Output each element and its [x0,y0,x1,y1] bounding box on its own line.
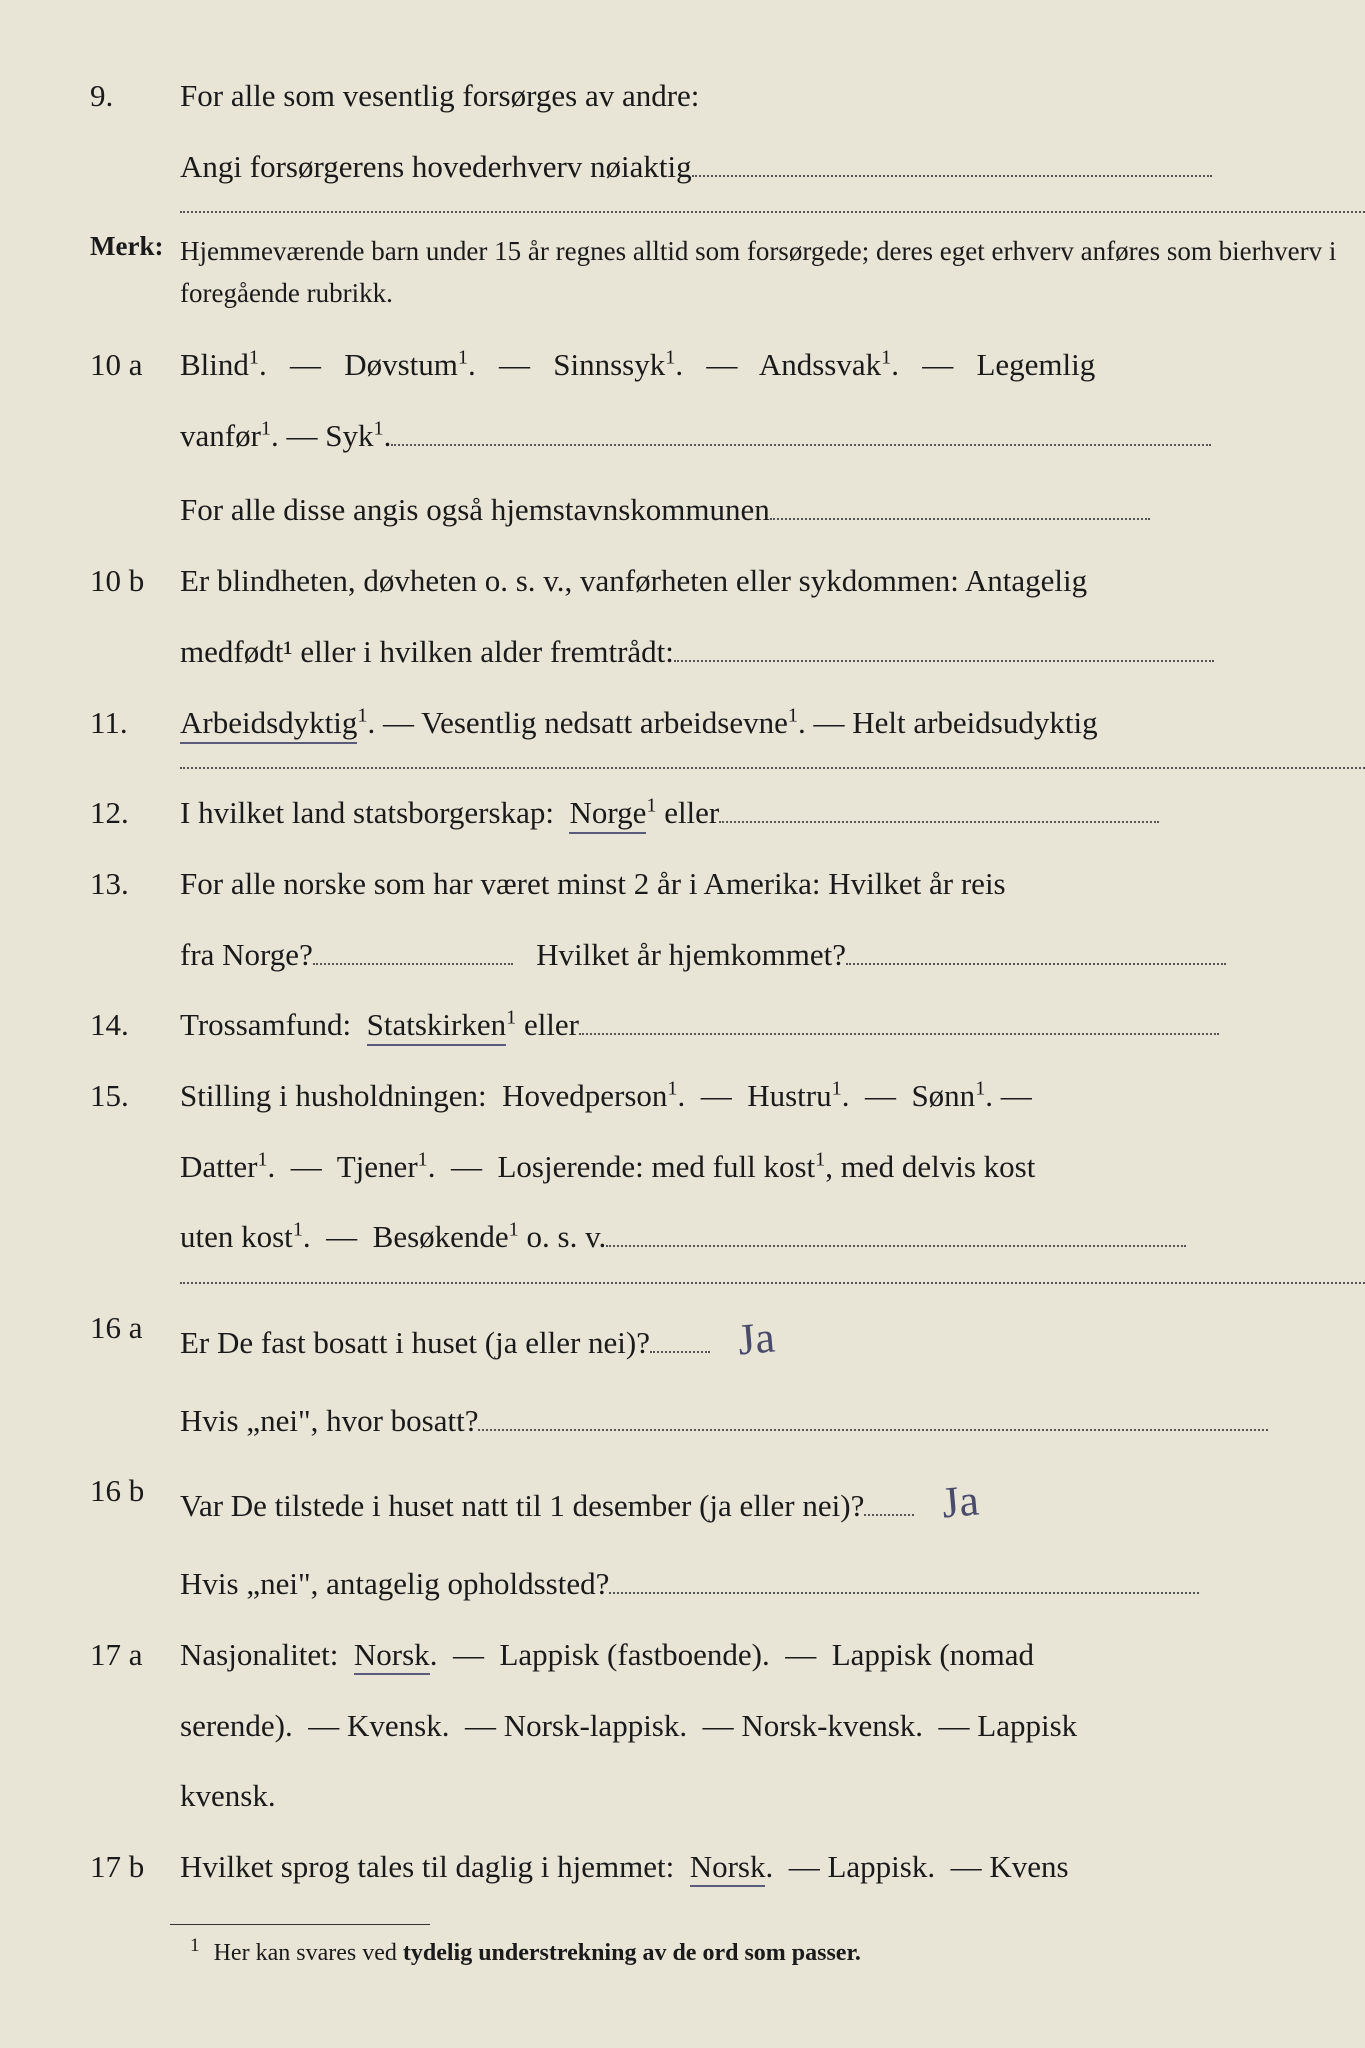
question-17a: 17 a Nasjonalitet: Norsk. — Lappisk (fas… [90,1629,1365,1823]
q17a-text: Nasjonalitet: Norsk. — Lappisk (fastboen… [180,1629,1365,1823]
question-11: 11. Arbeidsdyktig1. — Vesentlig nedsatt … [90,697,1365,750]
q10a-number: 10 a [90,339,180,537]
merk-label: Merk: [90,231,180,315]
handwritten-ja-1: Ja [735,1301,778,1379]
dotted-rule-3 [180,1282,1365,1284]
q13-text: For alle norske som har været minst 2 år… [180,858,1365,981]
q16b-text: Var De tilstede i huset natt til 1 desem… [180,1465,1365,1610]
q16a-number: 16 a [90,1302,180,1447]
q12-number: 12. [90,787,180,840]
question-13: 13. For alle norske som har været minst … [90,858,1365,981]
q13-number: 13. [90,858,180,981]
q10a-text: Blind1. — Døvstum1. — Sinnssyk1. — Andss… [180,339,1365,537]
question-16a: 16 a Er De fast bosatt i huset (ja eller… [90,1302,1365,1447]
q15-number: 15. [90,1070,180,1264]
dotted-rule-2 [180,767,1365,769]
q11-text: Arbeidsdyktig1. — Vesentlig nedsatt arbe… [180,697,1365,750]
handwritten-ja-2: Ja [939,1464,982,1542]
merk-note: Merk: Hjemmeværende barn under 15 år reg… [90,231,1365,315]
q9-number: 9. [90,70,180,193]
question-15: 15. Stilling i husholdningen: Hovedperso… [90,1070,1365,1264]
footnote-rule [170,1924,430,1925]
q16b-number: 16 b [90,1465,180,1610]
q15-text: Stilling i husholdningen: Hovedperson1. … [180,1070,1365,1264]
q17a-number: 17 a [90,1629,180,1823]
question-14: 14. Trossamfund: Statskirken1 eller [90,999,1365,1052]
footnote: 1 Her kan svares ved tydelig understrekn… [190,1935,1365,1967]
question-10a: 10 a Blind1. — Døvstum1. — Sinnssyk1. — … [90,339,1365,537]
q17b-number: 17 b [90,1841,180,1894]
merk-text: Hjemmeværende barn under 15 år regnes al… [180,231,1365,315]
q10b-text: Er blindheten, døvheten o. s. v., vanfør… [180,555,1365,678]
dotted-rule [180,211,1365,213]
question-12: 12. I hvilket land statsborgerskap: Norg… [90,787,1365,840]
question-16b: 16 b Var De tilstede i huset natt til 1 … [90,1465,1365,1610]
q12-text: I hvilket land statsborgerskap: Norge1 e… [180,787,1365,840]
question-9: 9. For alle som vesentlig forsørges av a… [90,70,1365,193]
q10b-number: 10 b [90,555,180,678]
q16a-text: Er De fast bosatt i huset (ja eller nei)… [180,1302,1365,1447]
question-10b: 10 b Er blindheten, døvheten o. s. v., v… [90,555,1365,678]
q17b-text: Hvilket sprog tales til daglig i hjemmet… [180,1841,1365,1894]
question-17b: 17 b Hvilket sprog tales til daglig i hj… [90,1841,1365,1894]
q9-text: For alle som vesentlig forsørges av andr… [180,70,1365,193]
q11-number: 11. [90,697,180,750]
q14-text: Trossamfund: Statskirken1 eller [180,999,1365,1052]
q14-number: 14. [90,999,180,1052]
